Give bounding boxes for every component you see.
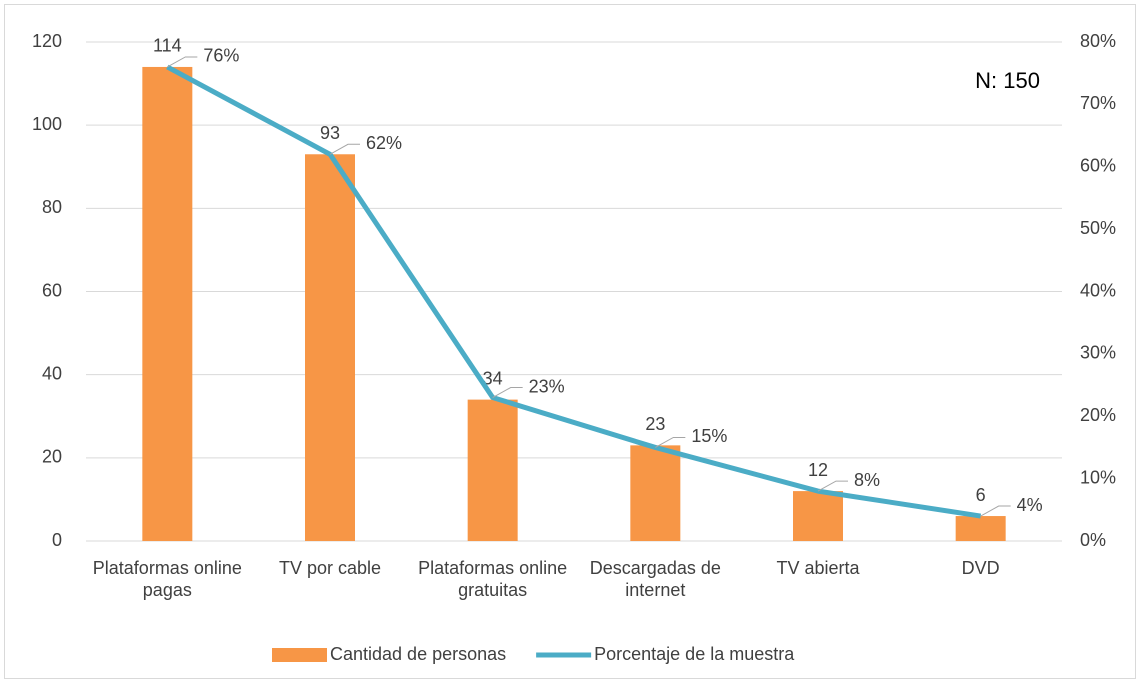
bar-value-label: 6 (976, 485, 986, 505)
y2-tick-label: 10% (1080, 467, 1116, 487)
line (166, 64, 982, 519)
line-value-label: 15% (691, 426, 727, 446)
line-value-label: 4% (1017, 495, 1043, 515)
bar (793, 491, 843, 541)
y-tick-label: 40 (42, 363, 62, 383)
legend-label: Porcentaje de la muestra (594, 644, 795, 664)
x-tick-label: DVD (961, 558, 1000, 578)
y2-tick-label: 70% (1080, 93, 1116, 113)
x-tick-label: Plataformas online pagas (92, 558, 242, 600)
x-tick-label: Descargadas de internet (589, 558, 721, 600)
y-tick-label: 120 (32, 31, 62, 51)
line-value-label: 8% (854, 470, 880, 490)
line-value-label: 76% (203, 46, 239, 66)
y-tick-label: 60 (42, 280, 62, 300)
bar (955, 516, 1006, 541)
line-value-label: 23% (529, 376, 565, 396)
y2-tick-label: 0% (1080, 530, 1106, 550)
y2-tick-label: 50% (1080, 218, 1116, 238)
leader-line (980, 505, 1011, 517)
bar-value-label: 93 (320, 123, 340, 143)
bar (467, 399, 518, 541)
y2-tick-label: 80% (1080, 31, 1116, 51)
x-tick-label: TV por cable (278, 558, 382, 578)
y2-tick-label: 60% (1080, 156, 1116, 176)
y-tick-label: 80 (42, 197, 62, 217)
x-tick-label: Plataformas online gratuitas (418, 558, 568, 600)
legend-label: Cantidad de personas (330, 644, 506, 664)
annotation: N: 150 (975, 68, 1040, 93)
bar-value-label: 23 (645, 414, 665, 434)
leader-line (655, 436, 686, 448)
bar (305, 154, 355, 541)
leader-line (167, 56, 198, 68)
line-value-label: 62% (366, 133, 402, 153)
y2-tick-label: 40% (1080, 280, 1116, 300)
leader-line (817, 480, 848, 492)
bar-value-label: 114 (153, 36, 182, 56)
y2-tick-label: 20% (1080, 405, 1116, 425)
x-tick-label: TV abierta (776, 558, 860, 578)
bar-value-label: 34 (483, 368, 503, 388)
legend-swatch (272, 648, 327, 662)
bar-value-label: 12 (808, 460, 828, 480)
leader-line (492, 387, 523, 398)
y-tick-label: 0 (52, 530, 62, 550)
chart-border (4, 4, 1136, 679)
bar (142, 66, 193, 541)
y2-tick-label: 30% (1080, 343, 1116, 363)
leader-line (329, 143, 360, 155)
y-tick-label: 20 (42, 447, 62, 467)
y-tick-label: 100 (32, 114, 62, 134)
bar (630, 445, 681, 541)
